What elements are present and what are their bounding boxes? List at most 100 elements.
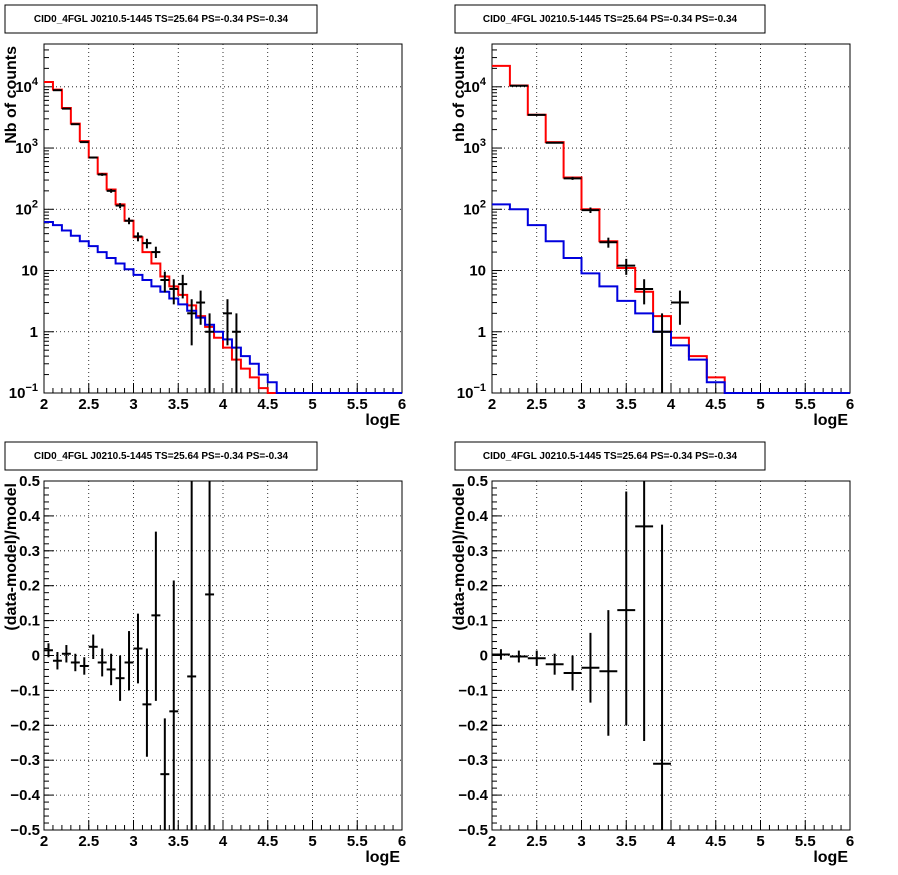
data-point: [79, 657, 89, 675]
data-point: [509, 84, 528, 87]
y-tick-label: −0.3: [458, 752, 488, 769]
y-tick-label: 0.1: [467, 613, 488, 630]
y-tick-label: 0.1: [19, 613, 40, 630]
y-tick-label: 103: [15, 137, 38, 157]
y-tick-label: 0.5: [467, 473, 488, 490]
data-point: [545, 141, 564, 144]
y-tick-label: 102: [463, 198, 486, 218]
data-point: [142, 238, 152, 249]
data-point: [653, 524, 671, 830]
y-tick-label: −0.4: [458, 787, 488, 804]
title-box: [454, 441, 766, 471]
y-tick-label: 102: [15, 198, 38, 218]
data-point: [492, 649, 510, 660]
y-tick-label: 0: [32, 648, 40, 665]
x-tick-label: 2.5: [78, 396, 99, 413]
x-tick-label: 3.5: [616, 833, 637, 850]
x-tick-label: 3: [577, 396, 585, 413]
data-point: [178, 274, 188, 299]
data-point: [160, 718, 170, 830]
y-tick-label: 10−1: [457, 382, 486, 402]
y-tick-label: 0: [480, 648, 488, 665]
chart-panel-4: CID0_4FGL J0210.5-1445 TS=25.64 PS=-0.34…: [451, 441, 854, 866]
data-point: [133, 613, 143, 684]
y-tick-label: 0.3: [467, 543, 488, 560]
y-tick-label: 0.3: [19, 543, 40, 560]
data-point: [133, 232, 143, 242]
data-point: [563, 655, 582, 691]
y-tick-exponent: 3: [480, 137, 486, 149]
y-tick-label: −0.3: [10, 752, 40, 769]
x-tick-label: 2: [40, 833, 48, 850]
y-tick-label: −0.5: [458, 822, 488, 839]
x-tick-label: 6: [846, 833, 854, 850]
y-tick-label: −0.5: [10, 822, 40, 839]
histogram-series-2: [44, 220, 402, 394]
data-point: [653, 313, 671, 393]
data-point: [635, 481, 654, 742]
y-tick-label: 0.2: [19, 578, 40, 595]
x-tick-label: 5.5: [347, 396, 368, 413]
data-point: [160, 271, 170, 293]
x-tick-label: 3.5: [168, 396, 189, 413]
data-point: [151, 246, 161, 259]
data-point: [79, 141, 89, 144]
x-axis-title: logE: [365, 412, 400, 429]
data-point: [124, 631, 134, 691]
chart-title: CID0_4FGL J0210.5-1445 TS=25.64 PS=-0.34…: [483, 14, 738, 25]
chart-title: CID0_4FGL J0210.5-1445 TS=25.64 PS=-0.34…: [34, 14, 289, 25]
data-point: [97, 173, 107, 176]
data-point: [671, 290, 689, 325]
plot-frame: [491, 480, 851, 831]
data-point: [187, 481, 197, 830]
data-point: [617, 491, 636, 726]
x-tick-label: 5.5: [795, 833, 816, 850]
x-axis-title: logE: [365, 849, 400, 866]
data-point: [223, 299, 232, 346]
y-tick-exponent: 4: [32, 76, 39, 88]
x-tick-label: 3: [577, 833, 585, 850]
data-point: [205, 313, 215, 393]
data-point: [142, 648, 152, 757]
x-tick-label: 4: [219, 396, 228, 413]
x-tick-label: 2.5: [526, 396, 547, 413]
x-tick-label: 5.5: [795, 396, 816, 413]
x-axis-title: logE: [813, 849, 848, 866]
data-point: [52, 89, 62, 92]
y-tick-exponent: 4: [480, 76, 487, 88]
y-tick-label: 103: [463, 137, 486, 157]
data-point: [106, 189, 116, 193]
data-point: [70, 123, 80, 126]
data-point: [563, 176, 582, 180]
y-tick-label: 104: [15, 76, 39, 96]
data-point: [106, 653, 116, 686]
x-tick-label: 3: [129, 833, 137, 850]
y-tick-base: 10: [463, 140, 480, 157]
y-tick-base: 10: [9, 385, 26, 402]
y-tick-exponent: 2: [480, 198, 486, 210]
y-tick-label: 10: [21, 263, 38, 280]
y-tick-label: −0.2: [10, 717, 40, 734]
y-tick-label: −0.4: [10, 787, 40, 804]
title-box: [4, 4, 318, 34]
chart-panel-1: CID0_4FGL J0210.5-1445 TS=25.64 PS=-0.34…: [3, 4, 406, 429]
x-tick-label: 2: [488, 396, 496, 413]
histogram-series-2: [492, 203, 850, 394]
x-tick-label: 6: [846, 396, 854, 413]
y-tick-label: 10: [469, 263, 486, 280]
y-tick-label: 104: [463, 76, 487, 96]
data-point: [44, 643, 53, 658]
x-tick-label: 5: [308, 833, 316, 850]
x-tick-label: 4: [219, 833, 228, 850]
data-point: [115, 655, 125, 701]
y-axis-title: nb of counts: [451, 46, 468, 142]
data-point: [231, 313, 241, 393]
x-axis-title: logE: [813, 412, 848, 429]
y-axis-title: (data-model)/model: [3, 483, 20, 631]
y-tick-label: −0.1: [10, 682, 40, 699]
y-tick-base: 10: [457, 385, 474, 402]
data-point: [61, 107, 71, 110]
data-point: [509, 650, 528, 663]
data-point: [61, 645, 71, 663]
